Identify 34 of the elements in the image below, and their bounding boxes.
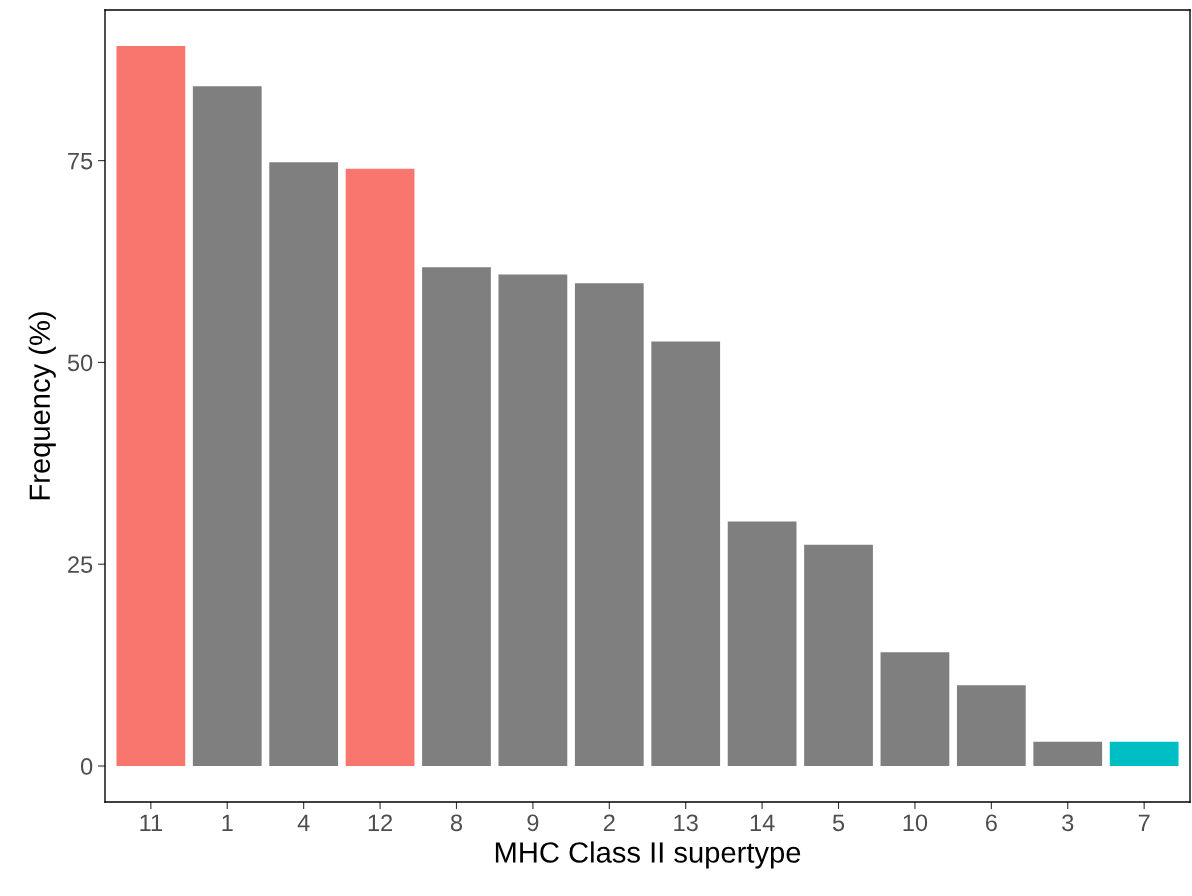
y-tick-label: 75	[68, 152, 93, 170]
x-tick-label: 7	[1138, 814, 1150, 831]
x-tick-label: 8	[450, 814, 463, 832]
x-axis-title: MHC Class II supertype	[495, 841, 801, 869]
bar	[880, 652, 950, 766]
bar	[192, 86, 262, 766]
bar	[345, 168, 415, 766]
x-tick-label: 13	[674, 814, 698, 832]
y-tick-label: 25	[68, 556, 93, 573]
bar	[269, 162, 339, 766]
y-tick-label: 50	[67, 354, 93, 372]
x-tick-label: 14	[750, 814, 775, 831]
bar	[727, 521, 797, 766]
bar	[1033, 741, 1103, 766]
x-tick-label: 5	[832, 814, 845, 832]
x-tick-label: 6	[985, 814, 997, 832]
bar	[574, 283, 644, 766]
x-tick-label: 10	[903, 814, 928, 832]
x-tick-label: 2	[603, 814, 615, 831]
x-tick-label: 3	[1062, 814, 1074, 832]
x-tick-label: 1	[222, 814, 233, 831]
bar	[651, 341, 721, 766]
bar	[1109, 741, 1179, 766]
bar	[422, 267, 491, 766]
x-tick-label: 11	[140, 814, 162, 831]
y-axis-title: Frequency (%)	[28, 312, 56, 500]
bar	[804, 544, 873, 766]
bar	[956, 685, 1026, 766]
bar	[498, 274, 568, 766]
y-tick-label: 0	[80, 758, 93, 775]
x-tick-label: 12	[368, 814, 393, 831]
x-tick-label: 4	[297, 814, 310, 831]
bar	[116, 46, 186, 766]
x-tick-label: 9	[527, 814, 539, 832]
